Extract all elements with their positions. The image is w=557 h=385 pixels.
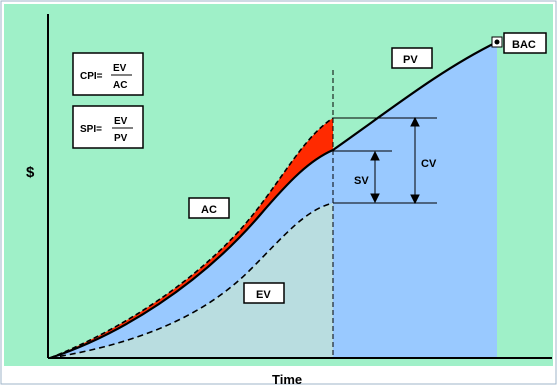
ac-curve — [49, 117, 334, 359]
cv-arrow — [410, 116, 420, 205]
cpi-label: CPI= — [80, 71, 103, 82]
ac-label-box: AC — [188, 197, 230, 219]
spi-denominator: PV — [114, 133, 128, 144]
bac-label-box: BAC — [503, 32, 547, 54]
spi-numerator: EV — [114, 116, 128, 127]
cpi-formula-box: CPI= EV AC — [72, 52, 144, 96]
pv-curve — [49, 41, 498, 360]
bac-marker — [491, 36, 503, 48]
x-axis-label: Time — [272, 372, 302, 385]
ev-label-box: EV — [243, 282, 285, 304]
y-axis-label: $ — [26, 164, 35, 181]
sv-arrow — [370, 150, 380, 204]
cpi-numerator: EV — [113, 63, 127, 74]
pv-label: PV — [403, 54, 418, 66]
bac-label: BAC — [512, 39, 536, 51]
spi-label: SPI= — [80, 124, 102, 135]
pv-label-box: PV — [391, 47, 433, 69]
sv-label: SV — [354, 175, 369, 187]
cv-label: CV — [421, 158, 437, 170]
ev-curve — [49, 202, 334, 359]
spi-formula-box: SPI= EV PV — [72, 105, 144, 149]
ev-region — [50, 203, 333, 358]
ac-label: AC — [201, 204, 217, 216]
ev-label: EV — [256, 289, 271, 301]
cpi-denominator: AC — [113, 80, 127, 91]
